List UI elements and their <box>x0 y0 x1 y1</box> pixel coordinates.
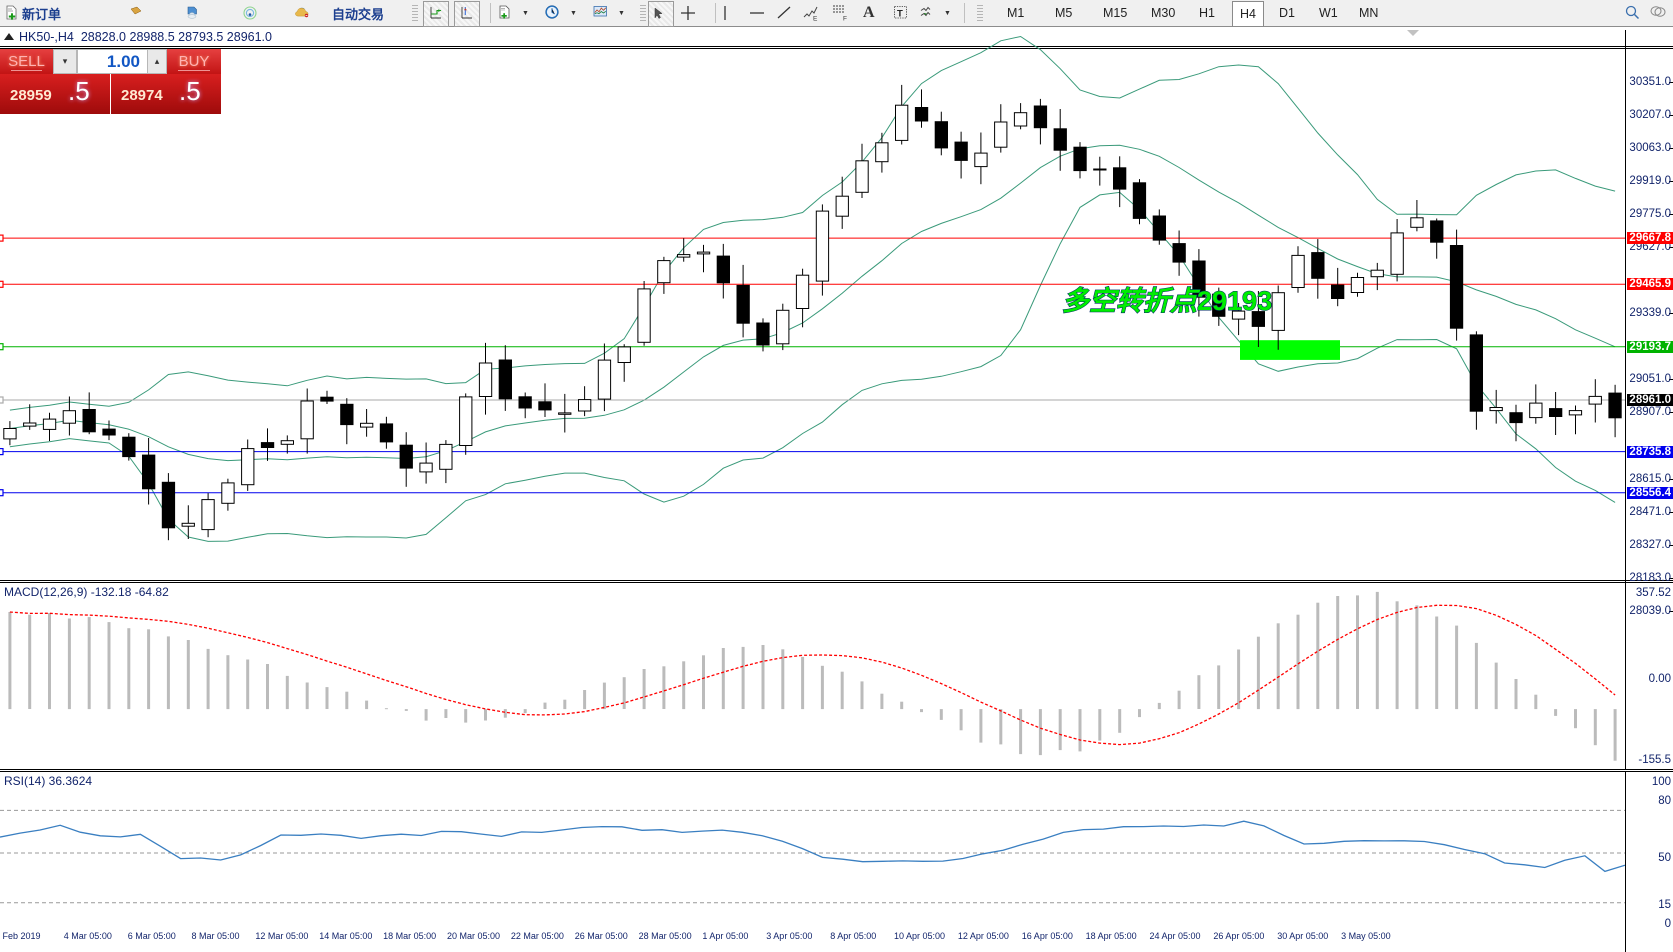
svg-text:F: F <box>843 16 847 22</box>
svg-text:E: E <box>813 16 818 22</box>
svg-text:T: T <box>897 9 903 20</box>
